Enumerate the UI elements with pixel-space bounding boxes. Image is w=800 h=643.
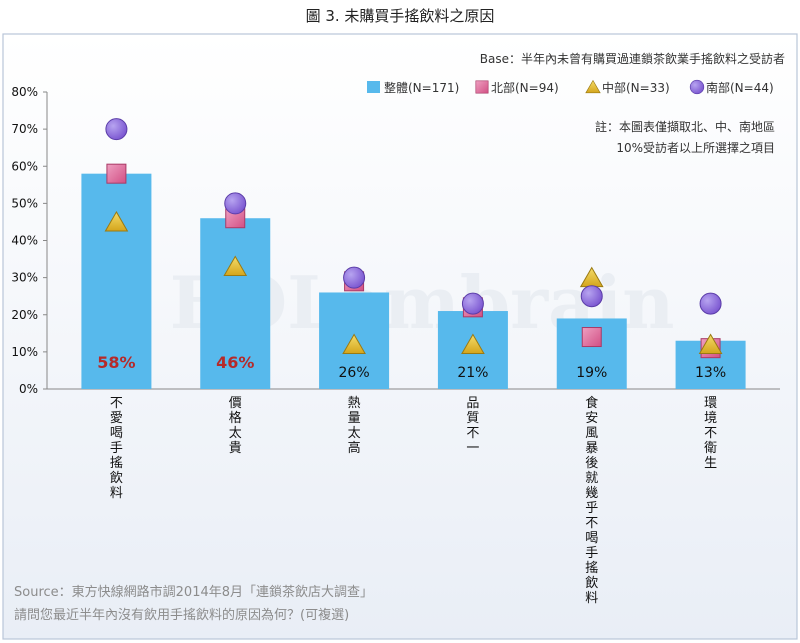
legend-swatch (475, 80, 489, 94)
marker-north (581, 327, 602, 348)
legend-swatch (367, 81, 380, 93)
legend: 整體(N=171) 北部(N=94) 中部(N=33) 南部(N=44) (367, 79, 774, 95)
bar-value-label: 19% (576, 365, 607, 381)
marker-central (461, 333, 485, 354)
y-tick-label: 60% (11, 159, 38, 173)
bar-labels-layer: 58% 46% 26% 21% 19% 13% (97, 353, 726, 381)
legend-label: 中部(N=33) (602, 80, 670, 95)
bar-overall (81, 173, 152, 389)
bar-value-label: 46% (216, 353, 254, 372)
bar-value-label: 13% (695, 365, 726, 381)
question-note: 請問您最近半年內沒有飲用手搖飲料的原因為何？(可複選) (14, 607, 349, 623)
marker-central (698, 333, 723, 354)
legend-south: 南部(N=44) (689, 79, 774, 95)
bar-overall (200, 218, 271, 389)
marker-south (580, 285, 603, 308)
category-label: 價格太貴 (229, 396, 242, 456)
bar-value-label: 26% (339, 365, 370, 381)
category-label: 不愛喝手搖飲料 (110, 396, 123, 501)
base-note: Base：半年內未曾有購買過連鎖茶飲業手搖飲料之受訪者 (480, 51, 785, 66)
marker-north (106, 163, 127, 184)
marker-south (105, 118, 128, 141)
marker-central (223, 255, 248, 276)
y-tick-label: 0% (19, 382, 38, 396)
y-tick-label: 40% (11, 234, 38, 248)
marker-south (224, 192, 247, 215)
y-tick-label: 80% (11, 85, 38, 99)
bar-value-label: 21% (457, 365, 488, 381)
marker-south (343, 266, 366, 289)
legend-north: 北部(N=94) (475, 80, 559, 95)
marker-south (461, 292, 484, 315)
legend-overall: 整體(N=171) (367, 80, 459, 95)
y-tick-label: 10% (11, 345, 38, 359)
marker-central (104, 210, 129, 232)
y-tick-label: 70% (11, 122, 38, 136)
category-label: 品質不一 (466, 396, 479, 456)
legend-swatch (689, 79, 705, 95)
category-label: 環境不衛生 (704, 396, 717, 471)
legend-label: 整體(N=171) (384, 80, 459, 95)
footnote-line-2: 10%受訪者以上所選擇之項目 (616, 140, 775, 155)
marker-south (699, 292, 722, 315)
category-label: 食安風暴後就幾乎不喝手搖飲料 (585, 395, 598, 606)
source-note: Source：東方快線網路市調2014年8月「連鎖茶飲店大調查」 (14, 584, 373, 600)
marker-central (342, 333, 366, 354)
markers-layer (104, 118, 723, 359)
y-tick-label: 20% (11, 308, 38, 322)
legend-label: 南部(N=44) (706, 80, 774, 95)
legend-central: 中部(N=33) (585, 79, 670, 95)
legend-swatch (585, 79, 601, 94)
category-label: 熱量太高 (348, 396, 361, 456)
legend-label: 北部(N=94) (491, 80, 559, 95)
category-labels: 不愛喝手搖飲料 價格太貴 熱量太高 品質不一 食安風暴後就幾乎不喝手搖飲料 環境不衛生 (110, 395, 717, 606)
chart-title: 圖 3. 未購買手搖飲料之原因 (306, 7, 495, 25)
y-axis-ticks: 0% 10% 20% 30% 40% 50% 60% 70% 80% (11, 85, 47, 396)
y-tick-label: 50% (11, 196, 38, 210)
footnote-line-1: 註：本圖表僅擷取北、中、南地區 (595, 119, 775, 134)
y-tick-label: 30% (11, 271, 38, 285)
bar-value-label: 58% (97, 353, 135, 372)
